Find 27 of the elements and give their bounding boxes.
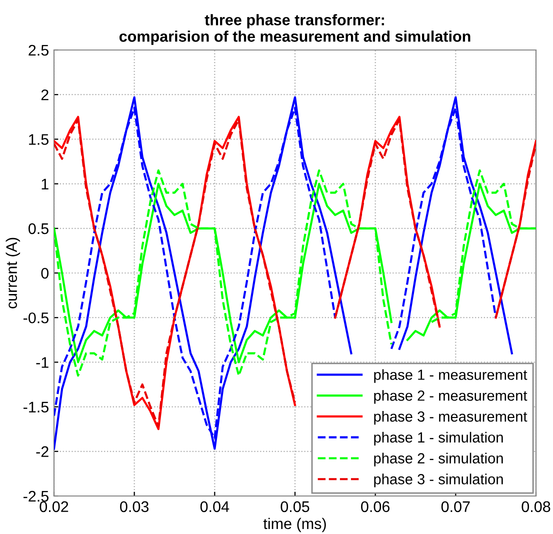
- chart-title: three phase transformer: comparision of the measurement and simulation: [119, 14, 470, 45]
- y-tick-label: -0.5: [23, 312, 48, 324]
- y-tick-label: -1.5: [23, 402, 48, 412]
- x-tick-label: 0.03: [120, 501, 149, 512]
- x-tick-label: 0.02: [40, 501, 68, 512]
- legend-label: phase 3 - measurement: [374, 410, 528, 425]
- x-tick-label: 0.05: [280, 501, 310, 512]
- x-tick-label: 0.06: [361, 501, 390, 512]
- legend-label: phase 2 - simulation: [374, 452, 503, 466]
- legend-label: phase 1 - measurement: [374, 369, 528, 383]
- y-tick-label: -1: [36, 357, 48, 368]
- y-tick-label: -2.5: [23, 490, 48, 502]
- y-tick-label: 1.5: [29, 134, 48, 145]
- x-tick-label: 0.04: [200, 501, 230, 512]
- y-axis-title: current (A): [6, 238, 20, 308]
- x-axis-title: time (ms): [263, 518, 326, 532]
- y-tick-label: 0.5: [28, 223, 48, 234]
- y-tick-label: -2: [36, 446, 48, 457]
- y-tick-label: 2.5: [28, 44, 48, 56]
- x-tick-label: 0.08: [522, 501, 550, 512]
- legend-label: phase 3 - simulation: [374, 474, 503, 488]
- legend-label: phase 1 - simulation: [374, 432, 503, 446]
- y-tick-label: 2: [41, 89, 48, 100]
- legend-label: phase 2 - measurement: [374, 390, 528, 404]
- y-tick-label: 1: [42, 178, 48, 190]
- y-tick-label: 0: [41, 268, 49, 279]
- x-tick-label: 0.07: [441, 501, 470, 512]
